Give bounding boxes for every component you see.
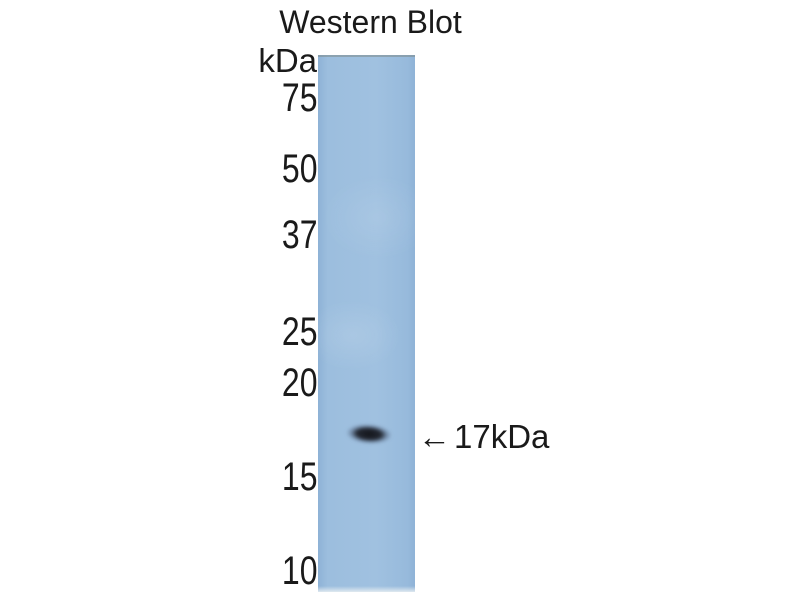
- ladder-marker-37kda: 37: [281, 213, 317, 257]
- ladder-marker-15kda: 15: [281, 455, 317, 499]
- ladder-marker-20kda: 20: [281, 361, 317, 405]
- ladder-marker-50kda: 50: [281, 147, 317, 191]
- band-weight-label: 17kDa: [454, 418, 550, 455]
- figure-title: Western Blot: [279, 4, 462, 40]
- left-arrow-icon: ←: [418, 418, 451, 455]
- kda-unit-label: kDa: [258, 42, 317, 79]
- ladder-marker-75kda: 75: [281, 76, 317, 120]
- band-annotation: ←17kDa: [418, 420, 549, 454]
- ladder-marker-10kda: 10: [281, 549, 317, 593]
- ladder-marker-25kda: 25: [281, 310, 317, 354]
- gel-lane: [318, 55, 415, 592]
